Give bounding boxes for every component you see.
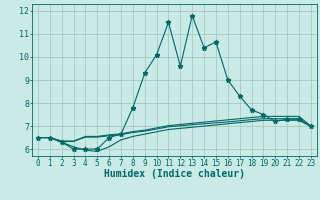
X-axis label: Humidex (Indice chaleur): Humidex (Indice chaleur) [104,169,245,179]
